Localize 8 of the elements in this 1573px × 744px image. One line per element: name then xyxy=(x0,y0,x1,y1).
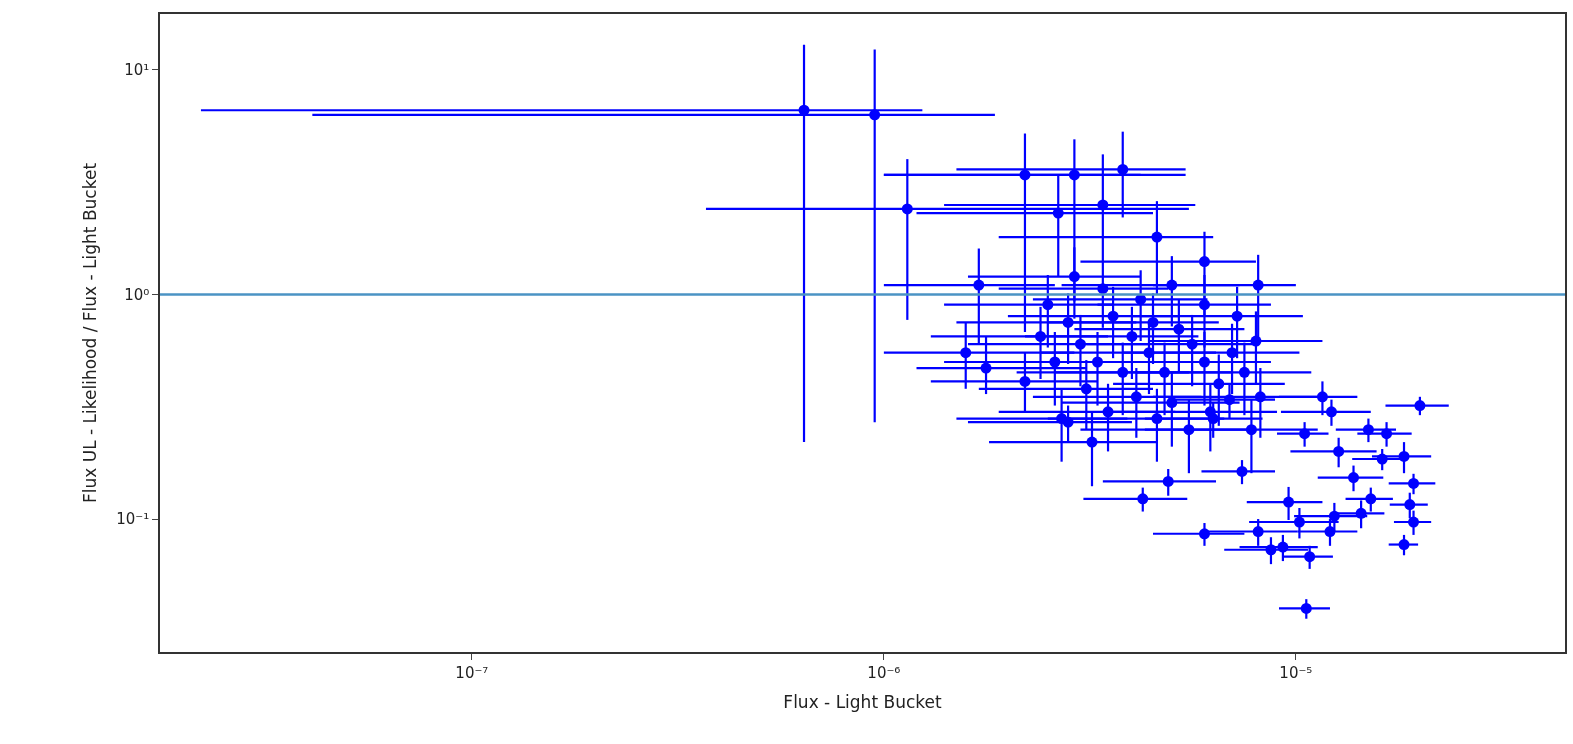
x-tick-label: 10⁻⁷ xyxy=(455,663,489,682)
y-tick-label: 10⁰ xyxy=(124,285,150,304)
y-axis-title: Flux UL - Likelihood / Flux - Light Bucket xyxy=(80,162,101,504)
x-axis-title: Flux - Light Bucket xyxy=(783,691,942,712)
y-tick-label: 10¹ xyxy=(124,60,150,79)
y-tick-label: 10⁻¹ xyxy=(116,510,150,529)
x-tick-label: 10⁻⁶ xyxy=(867,663,901,682)
x-tick-label: 10⁻⁵ xyxy=(1279,663,1313,682)
